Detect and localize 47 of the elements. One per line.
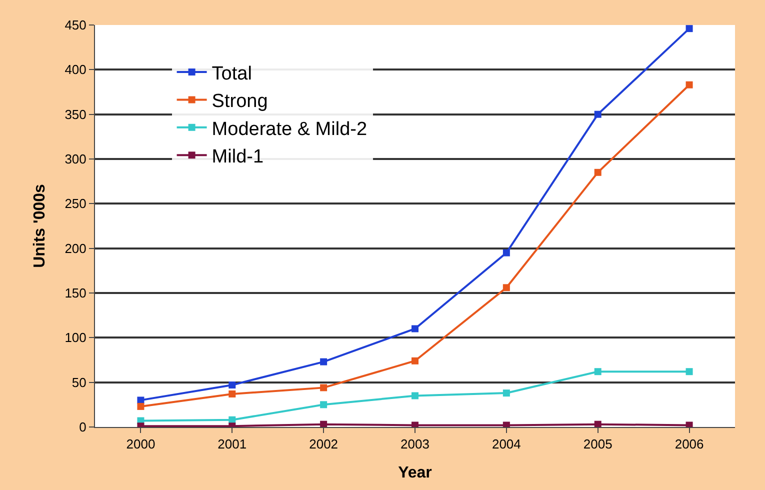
point [137, 402, 144, 410]
point [320, 358, 328, 366]
point [502, 284, 510, 292]
legend-label: Strong [212, 91, 268, 112]
point [686, 422, 693, 427]
x-tick-label: 2002 [309, 436, 338, 452]
y-tick-label: 300 [64, 152, 86, 167]
point [320, 401, 328, 408]
point [412, 325, 418, 332]
point [228, 390, 236, 398]
y-tick-label: 450 [64, 18, 86, 33]
point [686, 368, 693, 376]
y-tick-label: 0 [79, 420, 86, 435]
point [320, 384, 328, 392]
point [137, 396, 144, 404]
point [320, 420, 328, 427]
y-tick-label: 100 [64, 330, 86, 346]
point [502, 249, 510, 256]
x-tick-label: 2000 [126, 436, 156, 452]
x-tick-label: 2003 [400, 436, 430, 452]
x-tick-label: 2004 [492, 436, 521, 452]
point [686, 81, 693, 88]
point [594, 110, 602, 118]
x-tick-label: 2005 [583, 436, 612, 452]
legend-label: Moderate & Mild-2 [212, 118, 368, 140]
legend-label: Total [212, 63, 252, 84]
y-tick-label: 50 [72, 374, 86, 390]
point [594, 368, 602, 376]
x-axis-title: Year [398, 464, 432, 482]
point [686, 25, 693, 32]
point [594, 168, 602, 176]
point [412, 392, 418, 400]
y-axis-title: Units '000s [32, 184, 49, 268]
y-tick-label: 200 [64, 240, 86, 256]
x-tick-label: 2001 [218, 436, 247, 452]
y-tick-label: 350 [64, 106, 86, 122]
y-tick-label: 150 [64, 286, 86, 301]
y-tick-label: 250 [64, 196, 86, 212]
point [412, 422, 418, 427]
y-tick-label: 400 [64, 62, 86, 78]
point [502, 390, 510, 397]
point [412, 357, 418, 364]
x-tick-label: 2006 [674, 436, 704, 452]
legend-label: Mild-1 [212, 146, 264, 168]
point [594, 420, 602, 427]
point [502, 422, 510, 427]
point [228, 382, 236, 389]
